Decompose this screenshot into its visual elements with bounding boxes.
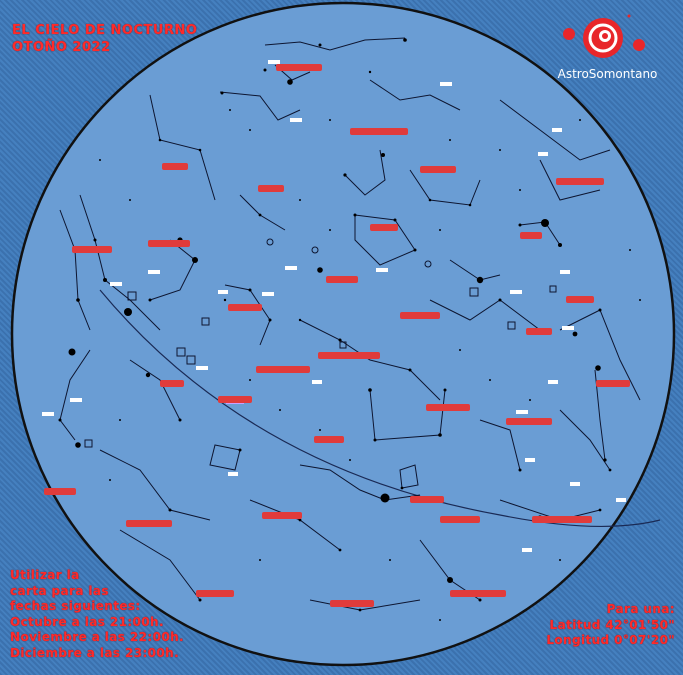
instruction-line: Noviembre a las 22:00h. xyxy=(10,630,184,644)
constellation-lines xyxy=(59,37,641,611)
brand-name: AstroSomontano xyxy=(557,67,658,81)
instruction-line: Octubre a las 21:00h. xyxy=(10,614,164,629)
location-info: Para una: Latitud 42°01'50" Longitud 0°0… xyxy=(546,602,675,649)
spiral-logo-icon xyxy=(563,14,645,58)
location-heading: Para una: xyxy=(606,602,675,616)
instruction-line: fechas siguientes: xyxy=(10,599,141,613)
title-line-2: OTOÑO 2022 xyxy=(12,40,111,55)
instruction-line: Diciembre a las 23:00h. xyxy=(10,645,180,660)
brand-logo: AstroSomontano xyxy=(535,12,680,92)
object-tags xyxy=(42,60,626,552)
title-line-1: EL CIELO DE NOCTURNO xyxy=(12,23,198,38)
constellation-name-marks xyxy=(44,64,630,607)
date-instructions: Utilizar la carta para las fechas siguie… xyxy=(10,568,184,661)
deep-sky-markers xyxy=(84,238,557,448)
instruction-line: carta para las xyxy=(10,583,109,598)
latitude-value: Latitud 42°01'50" xyxy=(549,617,675,632)
chart-title: EL CIELO DE NOCTURNO OTOÑO 2022 xyxy=(12,22,197,56)
instruction-line: Utilizar la xyxy=(10,568,80,582)
longitude-value: Longitud 0°07'20" xyxy=(546,633,675,647)
